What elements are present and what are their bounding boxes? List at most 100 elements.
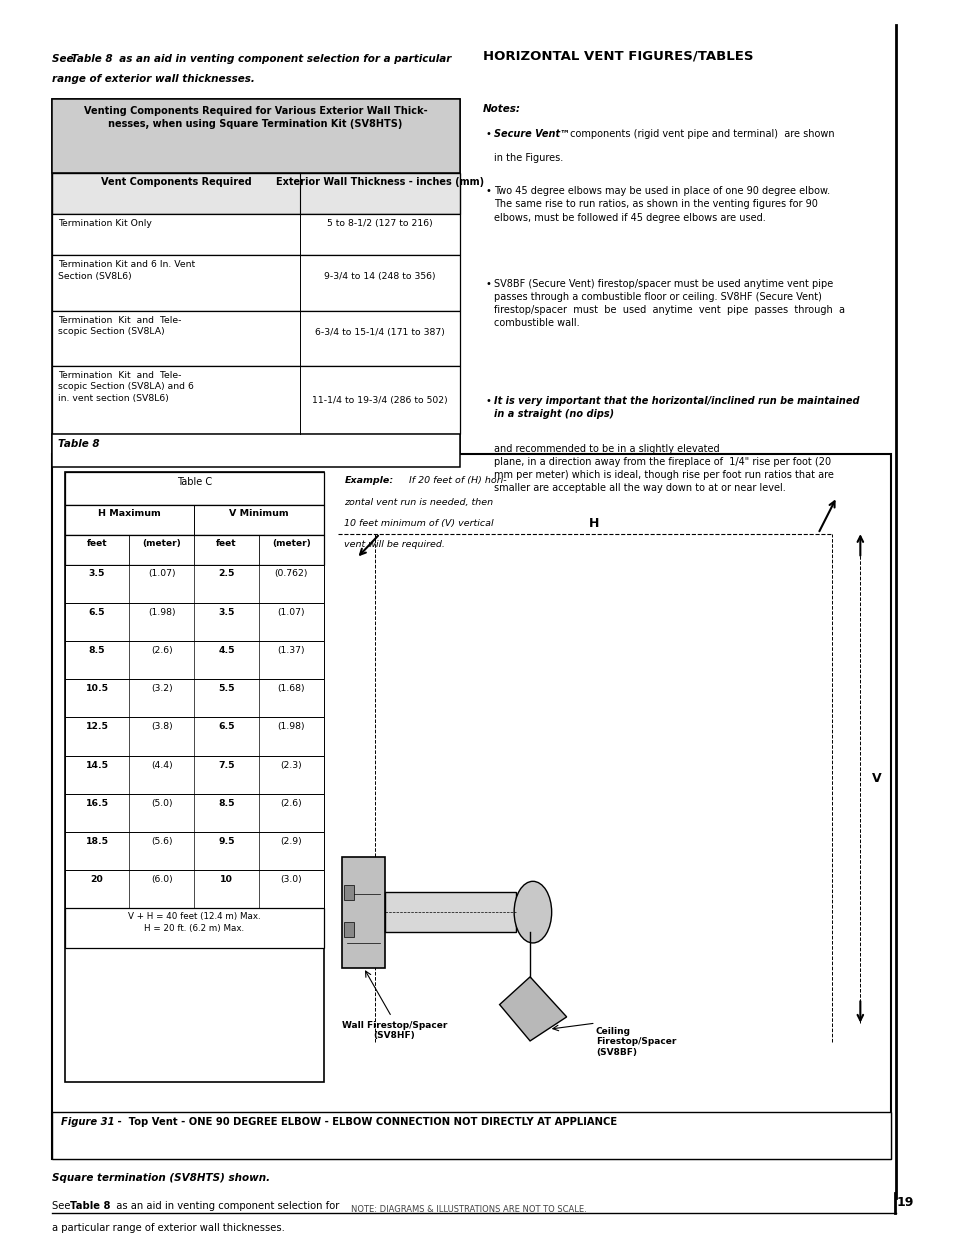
Text: NOTE: DIAGRAMS & ILLUSTRATIONS ARE NOT TO SCALE.: NOTE: DIAGRAMS & ILLUSTRATIONS ARE NOT T… [351, 1205, 586, 1214]
Text: (2.6): (2.6) [151, 646, 172, 655]
Text: -  Top Vent - ONE 90 DEGREE ELBOW - ELBOW CONNECTION NOT DIRECTLY AT APPLIANCE: - Top Vent - ONE 90 DEGREE ELBOW - ELBOW… [114, 1116, 617, 1126]
Text: 6.5: 6.5 [89, 608, 106, 616]
Text: Table 8: Table 8 [71, 54, 112, 64]
FancyBboxPatch shape [65, 472, 323, 505]
Text: V Minimum: V Minimum [229, 509, 289, 517]
Text: (meter): (meter) [272, 538, 311, 547]
Text: (2.3): (2.3) [280, 761, 302, 769]
Text: Wall Firestop/Spacer
(SV8HF): Wall Firestop/Spacer (SV8HF) [341, 1020, 447, 1040]
Text: •: • [484, 279, 491, 289]
Text: Termination  Kit  and  Tele-
scopic Section (SV8LA) and 6
in. vent section (SV8L: Termination Kit and Tele- scopic Section… [58, 370, 193, 403]
FancyBboxPatch shape [65, 535, 323, 564]
Text: Table C: Table C [176, 477, 212, 487]
Text: Square termination (SV8HTS) shown.: Square termination (SV8HTS) shown. [51, 1173, 270, 1183]
Text: V + H = 40 feet (12.4 m) Max.
H = 20 ft. (6.2 m) Max.: V + H = 40 feet (12.4 m) Max. H = 20 ft.… [128, 913, 260, 932]
Text: 6-3/4 to 15-1/4 (171 to 387): 6-3/4 to 15-1/4 (171 to 387) [314, 327, 444, 337]
FancyBboxPatch shape [51, 215, 459, 256]
FancyBboxPatch shape [65, 871, 323, 909]
Polygon shape [499, 977, 566, 1041]
Text: and recommended to be in a slightly elevated
plane, in a direction away from the: and recommended to be in a slightly elev… [494, 443, 834, 493]
Text: as an aid in venting component selection for: as an aid in venting component selection… [110, 1200, 338, 1210]
Text: H Maximum: H Maximum [98, 509, 161, 517]
Text: Vent Components Required: Vent Components Required [100, 178, 251, 188]
Text: Example:: Example: [344, 475, 393, 485]
FancyBboxPatch shape [65, 718, 323, 756]
FancyBboxPatch shape [65, 832, 323, 871]
FancyBboxPatch shape [342, 857, 384, 967]
Text: Notes:: Notes: [482, 104, 520, 114]
Text: 4.5: 4.5 [218, 646, 234, 655]
Text: Venting Components Required for Various Exterior Wall Thick-
nesses, when using : Venting Components Required for Various … [84, 106, 427, 130]
Text: a particular range of exterior wall thicknesses.: a particular range of exterior wall thic… [51, 1223, 284, 1233]
Text: 5.5: 5.5 [218, 684, 234, 693]
Text: Termination Kit Only: Termination Kit Only [58, 220, 152, 228]
FancyBboxPatch shape [51, 366, 459, 433]
Ellipse shape [514, 882, 551, 944]
Text: See: See [51, 54, 76, 64]
Text: (0.762): (0.762) [274, 569, 308, 578]
Text: SV8BF (Secure Vent) firestop/spacer must be used anytime vent pipe
passes throug: SV8BF (Secure Vent) firestop/spacer must… [494, 279, 844, 329]
Text: 12.5: 12.5 [86, 722, 109, 731]
Text: (meter): (meter) [142, 538, 181, 547]
Text: Ceiling
Firestop/Spacer
(SV8BF): Ceiling Firestop/Spacer (SV8BF) [595, 1026, 676, 1057]
Text: H: H [589, 517, 598, 530]
Text: 8.5: 8.5 [89, 646, 106, 655]
FancyBboxPatch shape [65, 564, 323, 603]
Text: 10 feet minimum of (V) vertical: 10 feet minimum of (V) vertical [344, 519, 494, 527]
Text: 11-1/4 to 19-3/4 (286 to 502): 11-1/4 to 19-3/4 (286 to 502) [312, 395, 447, 405]
Text: (1.07): (1.07) [277, 608, 305, 616]
FancyBboxPatch shape [65, 641, 323, 679]
Text: as an aid in venting component selection for a particular: as an aid in venting component selection… [112, 54, 451, 64]
Text: 16.5: 16.5 [86, 799, 109, 808]
Text: (4.4): (4.4) [151, 761, 172, 769]
Text: It is very important that the horizontal/inclined run be maintained
in a straigh: It is very important that the horizontal… [494, 395, 859, 419]
Text: zontal vent run is needed, then: zontal vent run is needed, then [344, 498, 493, 508]
Text: (2.9): (2.9) [280, 837, 302, 846]
FancyBboxPatch shape [51, 173, 459, 215]
FancyBboxPatch shape [51, 433, 459, 467]
Text: (1.98): (1.98) [148, 608, 175, 616]
FancyBboxPatch shape [65, 679, 323, 718]
Text: (1.68): (1.68) [277, 684, 305, 693]
Text: •: • [484, 186, 491, 196]
FancyBboxPatch shape [65, 472, 323, 1082]
FancyBboxPatch shape [51, 256, 459, 311]
Text: (1.07): (1.07) [148, 569, 175, 578]
Text: range of exterior wall thicknesses.: range of exterior wall thicknesses. [51, 74, 254, 84]
Text: 20: 20 [91, 876, 104, 884]
Text: 3.5: 3.5 [218, 608, 234, 616]
FancyBboxPatch shape [65, 756, 323, 794]
FancyBboxPatch shape [51, 311, 459, 366]
Text: 9.5: 9.5 [218, 837, 234, 846]
Text: 14.5: 14.5 [86, 761, 109, 769]
Text: V: V [871, 772, 881, 785]
Text: 2.5: 2.5 [218, 569, 234, 578]
Text: (3.0): (3.0) [280, 876, 302, 884]
Text: in the Figures.: in the Figures. [494, 153, 563, 163]
Text: Secure Vent™: Secure Vent™ [494, 130, 570, 140]
Text: 19: 19 [896, 1195, 913, 1209]
FancyBboxPatch shape [51, 453, 890, 1158]
FancyBboxPatch shape [65, 603, 323, 641]
Text: 10.5: 10.5 [86, 684, 109, 693]
Text: 7.5: 7.5 [218, 761, 234, 769]
Text: 10: 10 [220, 876, 233, 884]
FancyBboxPatch shape [65, 909, 323, 948]
Text: (2.6): (2.6) [280, 799, 302, 808]
FancyBboxPatch shape [344, 885, 354, 900]
Text: 18.5: 18.5 [86, 837, 109, 846]
Text: 9-3/4 to 14 (248 to 356): 9-3/4 to 14 (248 to 356) [324, 273, 436, 282]
Text: 8.5: 8.5 [218, 799, 234, 808]
Text: 3.5: 3.5 [89, 569, 105, 578]
Text: (1.37): (1.37) [277, 646, 305, 655]
FancyBboxPatch shape [344, 923, 354, 937]
Text: 6.5: 6.5 [218, 722, 234, 731]
Text: (6.0): (6.0) [151, 876, 172, 884]
Text: See: See [51, 1200, 73, 1210]
Text: Table 8: Table 8 [58, 438, 100, 448]
Text: (3.2): (3.2) [151, 684, 172, 693]
Text: Figure 31: Figure 31 [61, 1116, 114, 1126]
Text: (1.98): (1.98) [277, 722, 305, 731]
Text: Table 8: Table 8 [71, 1200, 111, 1210]
Text: (5.6): (5.6) [151, 837, 172, 846]
